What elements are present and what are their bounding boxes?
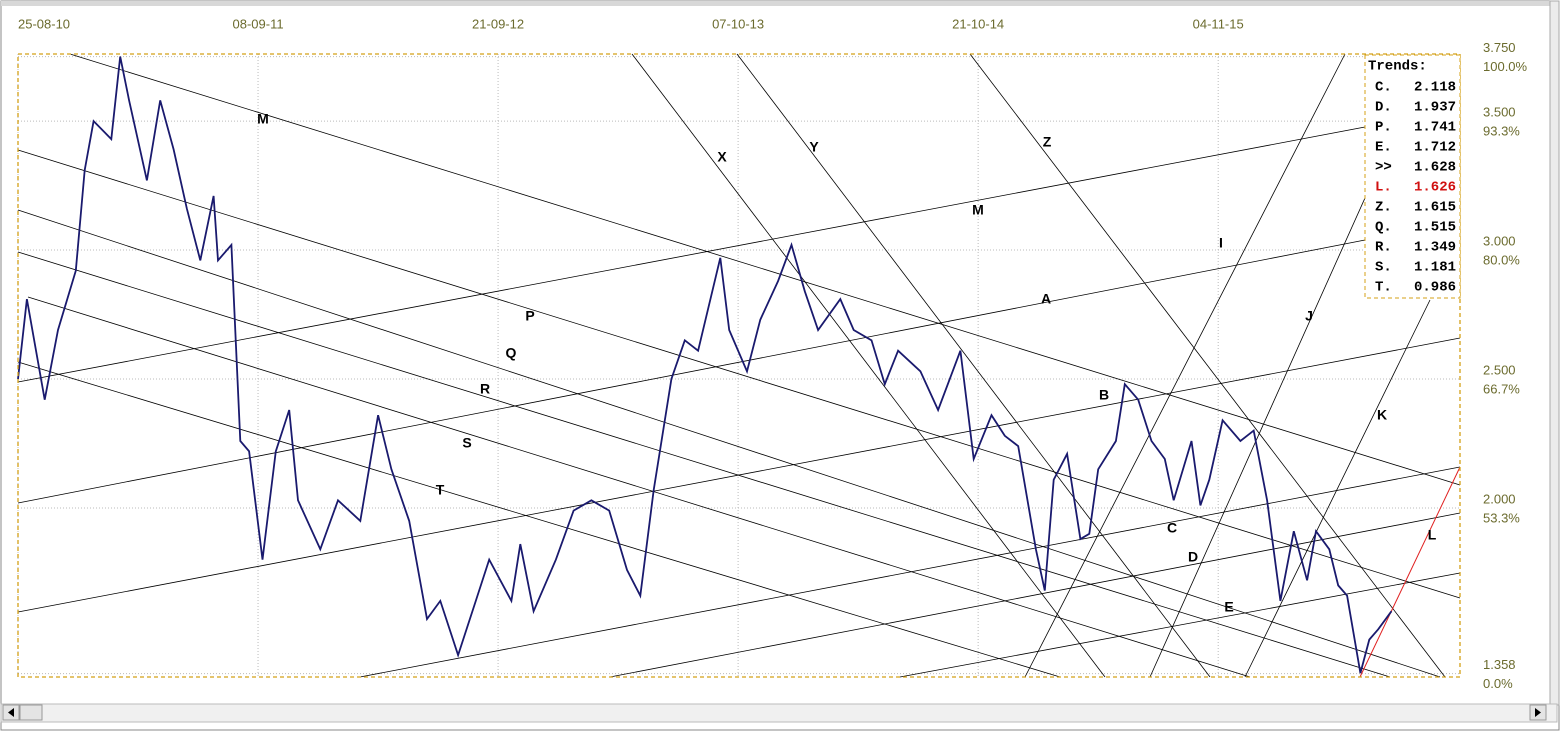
trend-line	[1024, 53, 1346, 678]
trend-label: C	[1167, 520, 1177, 536]
trend-label: S	[462, 435, 471, 451]
trend-label: E	[1224, 599, 1233, 615]
scroll-thumb[interactable]	[19, 704, 43, 721]
plot-border	[17, 53, 1461, 678]
trend-label: J	[1305, 308, 1313, 324]
trend-value: 1.741	[1414, 120, 1456, 136]
top-bar	[1, 1, 1551, 6]
trend-name: E.	[1375, 140, 1392, 156]
right-edge	[1549, 0, 1560, 706]
trend-value: 1.349	[1414, 240, 1456, 256]
trend-value: 1.712	[1414, 140, 1456, 156]
y2-tick-label: 80.0%	[1483, 252, 1520, 267]
trend-label: M	[257, 111, 269, 127]
trend-line	[17, 149, 1461, 599]
trend-label: X	[717, 149, 727, 165]
trend-name: T.	[1375, 280, 1392, 296]
scroll-track[interactable]	[0, 703, 1558, 723]
trends-title: Trends:	[1368, 59, 1427, 75]
trend-line	[1149, 119, 1401, 678]
trend-label: Q	[506, 345, 517, 361]
labels: 25-08-10 08-09-11 21-09-12 07-10-13 21-10-14…	[18, 16, 1528, 691]
x-tick-label: 04-11-15	[1193, 16, 1244, 31]
price-line	[17, 56, 1393, 674]
trend-line	[736, 53, 1211, 678]
trend-name: >>	[1375, 160, 1392, 176]
y2-tick-label: 0.0%	[1483, 676, 1513, 691]
trend-name: C.	[1375, 80, 1392, 96]
trend-label: K	[1377, 407, 1387, 423]
trend-label: M	[972, 202, 984, 218]
trend-value: 0.986	[1414, 280, 1456, 296]
trend-label: Z	[1043, 134, 1052, 150]
trend-name: L.	[1375, 180, 1392, 196]
trend-line	[969, 53, 1446, 678]
trend-value: 1.626	[1414, 180, 1456, 196]
trends-frame	[1364, 54, 1461, 299]
trend-value: 1.515	[1414, 220, 1456, 236]
trend-line	[17, 337, 1461, 613]
trend-value: 1.937	[1414, 100, 1456, 116]
trend-label: T	[436, 482, 445, 498]
y-tick-label: 1.358	[1483, 657, 1516, 672]
y2-tick-label: 93.3%	[1483, 124, 1520, 139]
trend-value: 2.118	[1414, 80, 1456, 96]
trends-box: Trends: C. 2.118 D. 1.937 P. 1.741 E. 1.712 >> 1.…	[1364, 54, 1461, 299]
trend-line-l	[1359, 466, 1461, 678]
trend-name: D.	[1375, 100, 1392, 116]
trend-name: S.	[1375, 260, 1392, 276]
trend-label: P	[525, 308, 534, 324]
trend-name: P.	[1375, 120, 1392, 136]
trend-line	[631, 53, 1106, 678]
y2-tick-label: 100.0%	[1483, 59, 1528, 74]
y2-tick-label: 53.3%	[1483, 510, 1520, 525]
y-tick-label: 3.750	[1483, 40, 1516, 55]
trend-lines	[17, 53, 1461, 678]
y-tick-label: 3.500	[1483, 105, 1516, 120]
trend-line	[17, 251, 1391, 678]
x-tick-label: 25-08-10	[18, 16, 70, 31]
arrow-right	[1535, 708, 1541, 717]
trend-name: Q.	[1375, 220, 1392, 236]
trend-value: 1.615	[1414, 200, 1456, 216]
trend-value: 1.181	[1414, 260, 1456, 276]
arrow-left	[8, 708, 14, 717]
y2-tick-label: 66.7%	[1483, 381, 1520, 396]
trend-line	[27, 296, 1251, 678]
trend-label: A	[1041, 291, 1051, 307]
trend-line	[899, 572, 1461, 678]
x-tick-label: 21-10-14	[952, 16, 1004, 31]
trend-line	[609, 512, 1461, 678]
y-tick-label: 2.500	[1483, 362, 1516, 377]
trend-label: L	[1428, 527, 1437, 543]
trend-line	[17, 361, 1061, 678]
trend-line	[17, 209, 1441, 678]
trend-label: I	[1219, 235, 1223, 251]
scrollbar[interactable]	[0, 703, 1558, 723]
trend-label: Y	[809, 139, 819, 155]
trend-value: 1.628	[1414, 160, 1456, 176]
trend-line	[69, 53, 1461, 486]
trend-name: Z.	[1375, 200, 1392, 216]
trend-label: R	[480, 381, 490, 397]
x-tick-label: 21-09-12	[472, 16, 524, 31]
trend-line	[17, 239, 1366, 504]
trend-line	[359, 466, 1461, 678]
trend-line	[1244, 299, 1431, 678]
trend-label: D	[1188, 549, 1198, 565]
plot	[17, 56, 1393, 674]
trend-line	[17, 126, 1366, 383]
y-tick-label: 3.000	[1483, 233, 1516, 248]
x-tick-label: 08-09-11	[232, 16, 283, 31]
trend-label: B	[1099, 387, 1109, 403]
grid	[17, 54, 1460, 677]
y-tick-label: 2.000	[1483, 491, 1516, 506]
trend-name: R.	[1375, 240, 1392, 256]
x-tick-label: 07-10-13	[712, 16, 764, 31]
